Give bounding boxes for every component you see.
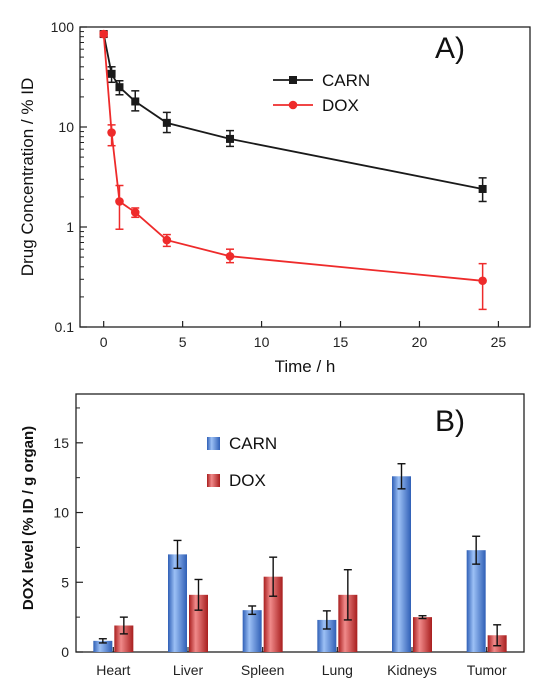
y-tick-label: 1 <box>66 219 74 235</box>
panel-a-legend: CARN DOX <box>273 71 370 115</box>
panel-b: B) DOX level (% ID / g organ) 0 5 10 15 Hea… <box>20 393 525 678</box>
y-tick-label: 0.1 <box>55 319 75 335</box>
category-label: Lung <box>322 662 353 678</box>
panel-a: A) Time / h Drug Concentration / % ID 0 5… <box>18 19 531 376</box>
bar-dox-kidneys <box>413 617 432 652</box>
bar-dox-spleen <box>263 576 283 652</box>
x-tick-label: 0 <box>100 334 108 350</box>
bar-dox-heart <box>114 625 134 652</box>
series-line-carn <box>102 33 483 190</box>
data-point <box>107 128 116 137</box>
panel-b-legend: CARN DOX <box>207 434 277 490</box>
legend-label: DOX <box>229 471 266 490</box>
legend-marker <box>289 76 297 84</box>
legend-label: CARN <box>229 434 277 453</box>
data-point <box>226 134 234 143</box>
x-tick-label: 5 <box>179 334 187 350</box>
panel-b-ticks: 0 5 10 15 <box>53 407 83 660</box>
category-label: Liver <box>173 662 204 678</box>
legend-swatch <box>207 437 220 450</box>
category-label: Heart <box>96 662 130 678</box>
data-point <box>131 97 140 106</box>
x-tick-label: 25 <box>491 334 507 350</box>
bar-carn-heart <box>93 640 113 652</box>
panel-a-plot-frame <box>79 26 531 328</box>
panel-a-x-axis-label: Time / h <box>275 357 336 376</box>
series-line-dox <box>102 34 483 282</box>
y-tick-label: 10 <box>58 119 74 135</box>
data-point <box>162 118 171 127</box>
data-point <box>130 208 140 217</box>
data-point <box>478 276 487 286</box>
legend-swatch <box>207 474 220 487</box>
data-point <box>115 83 124 92</box>
y-tick-label: 0 <box>61 644 69 660</box>
panel-a-y-axis-label: Drug Concentration / % ID <box>18 78 37 276</box>
bar-dox-liver <box>189 594 208 652</box>
y-tick-label: 15 <box>53 435 69 451</box>
bar-dox-lung <box>338 594 358 652</box>
y-tick-label: 100 <box>51 19 75 35</box>
legend-label: DOX <box>322 96 359 115</box>
x-tick-label: 20 <box>412 334 428 350</box>
x-tick-label: 15 <box>333 334 349 350</box>
data-point <box>478 184 487 193</box>
data-point <box>162 235 172 245</box>
x-tick-label: 10 <box>254 334 270 350</box>
bar-carn-liver <box>168 554 187 652</box>
panel-b-y-axis-label: DOX level (% ID / g organ) <box>20 426 37 610</box>
bar-carn-kidneys <box>392 476 411 652</box>
category-label: Kidneys <box>387 662 437 678</box>
legend-label: CARN <box>322 71 370 90</box>
data-point <box>115 197 124 206</box>
category-label: Spleen <box>241 662 285 678</box>
panel-b-plot-frame <box>75 393 525 653</box>
data-point <box>225 251 235 261</box>
panel-b-label: B) <box>435 405 465 438</box>
panel-b-bars: Heart Liver Spleen Lung Kidneys Tumor <box>93 463 507 678</box>
legend-marker <box>288 100 298 110</box>
panel-a-ticks: 0 5 10 15 20 25 0.1 1 10 100 <box>51 19 507 350</box>
y-tick-label: 10 <box>53 505 69 521</box>
data-point <box>99 29 108 39</box>
panel-a-label: A) <box>435 32 465 65</box>
bar-carn-tumor <box>466 550 486 652</box>
bar-carn-spleen <box>242 610 262 652</box>
panel-a-series <box>99 29 487 311</box>
bar-carn-lung <box>317 619 337 652</box>
category-label: Tumor <box>467 662 507 678</box>
data-point <box>107 69 116 78</box>
y-tick-label: 5 <box>61 574 69 590</box>
